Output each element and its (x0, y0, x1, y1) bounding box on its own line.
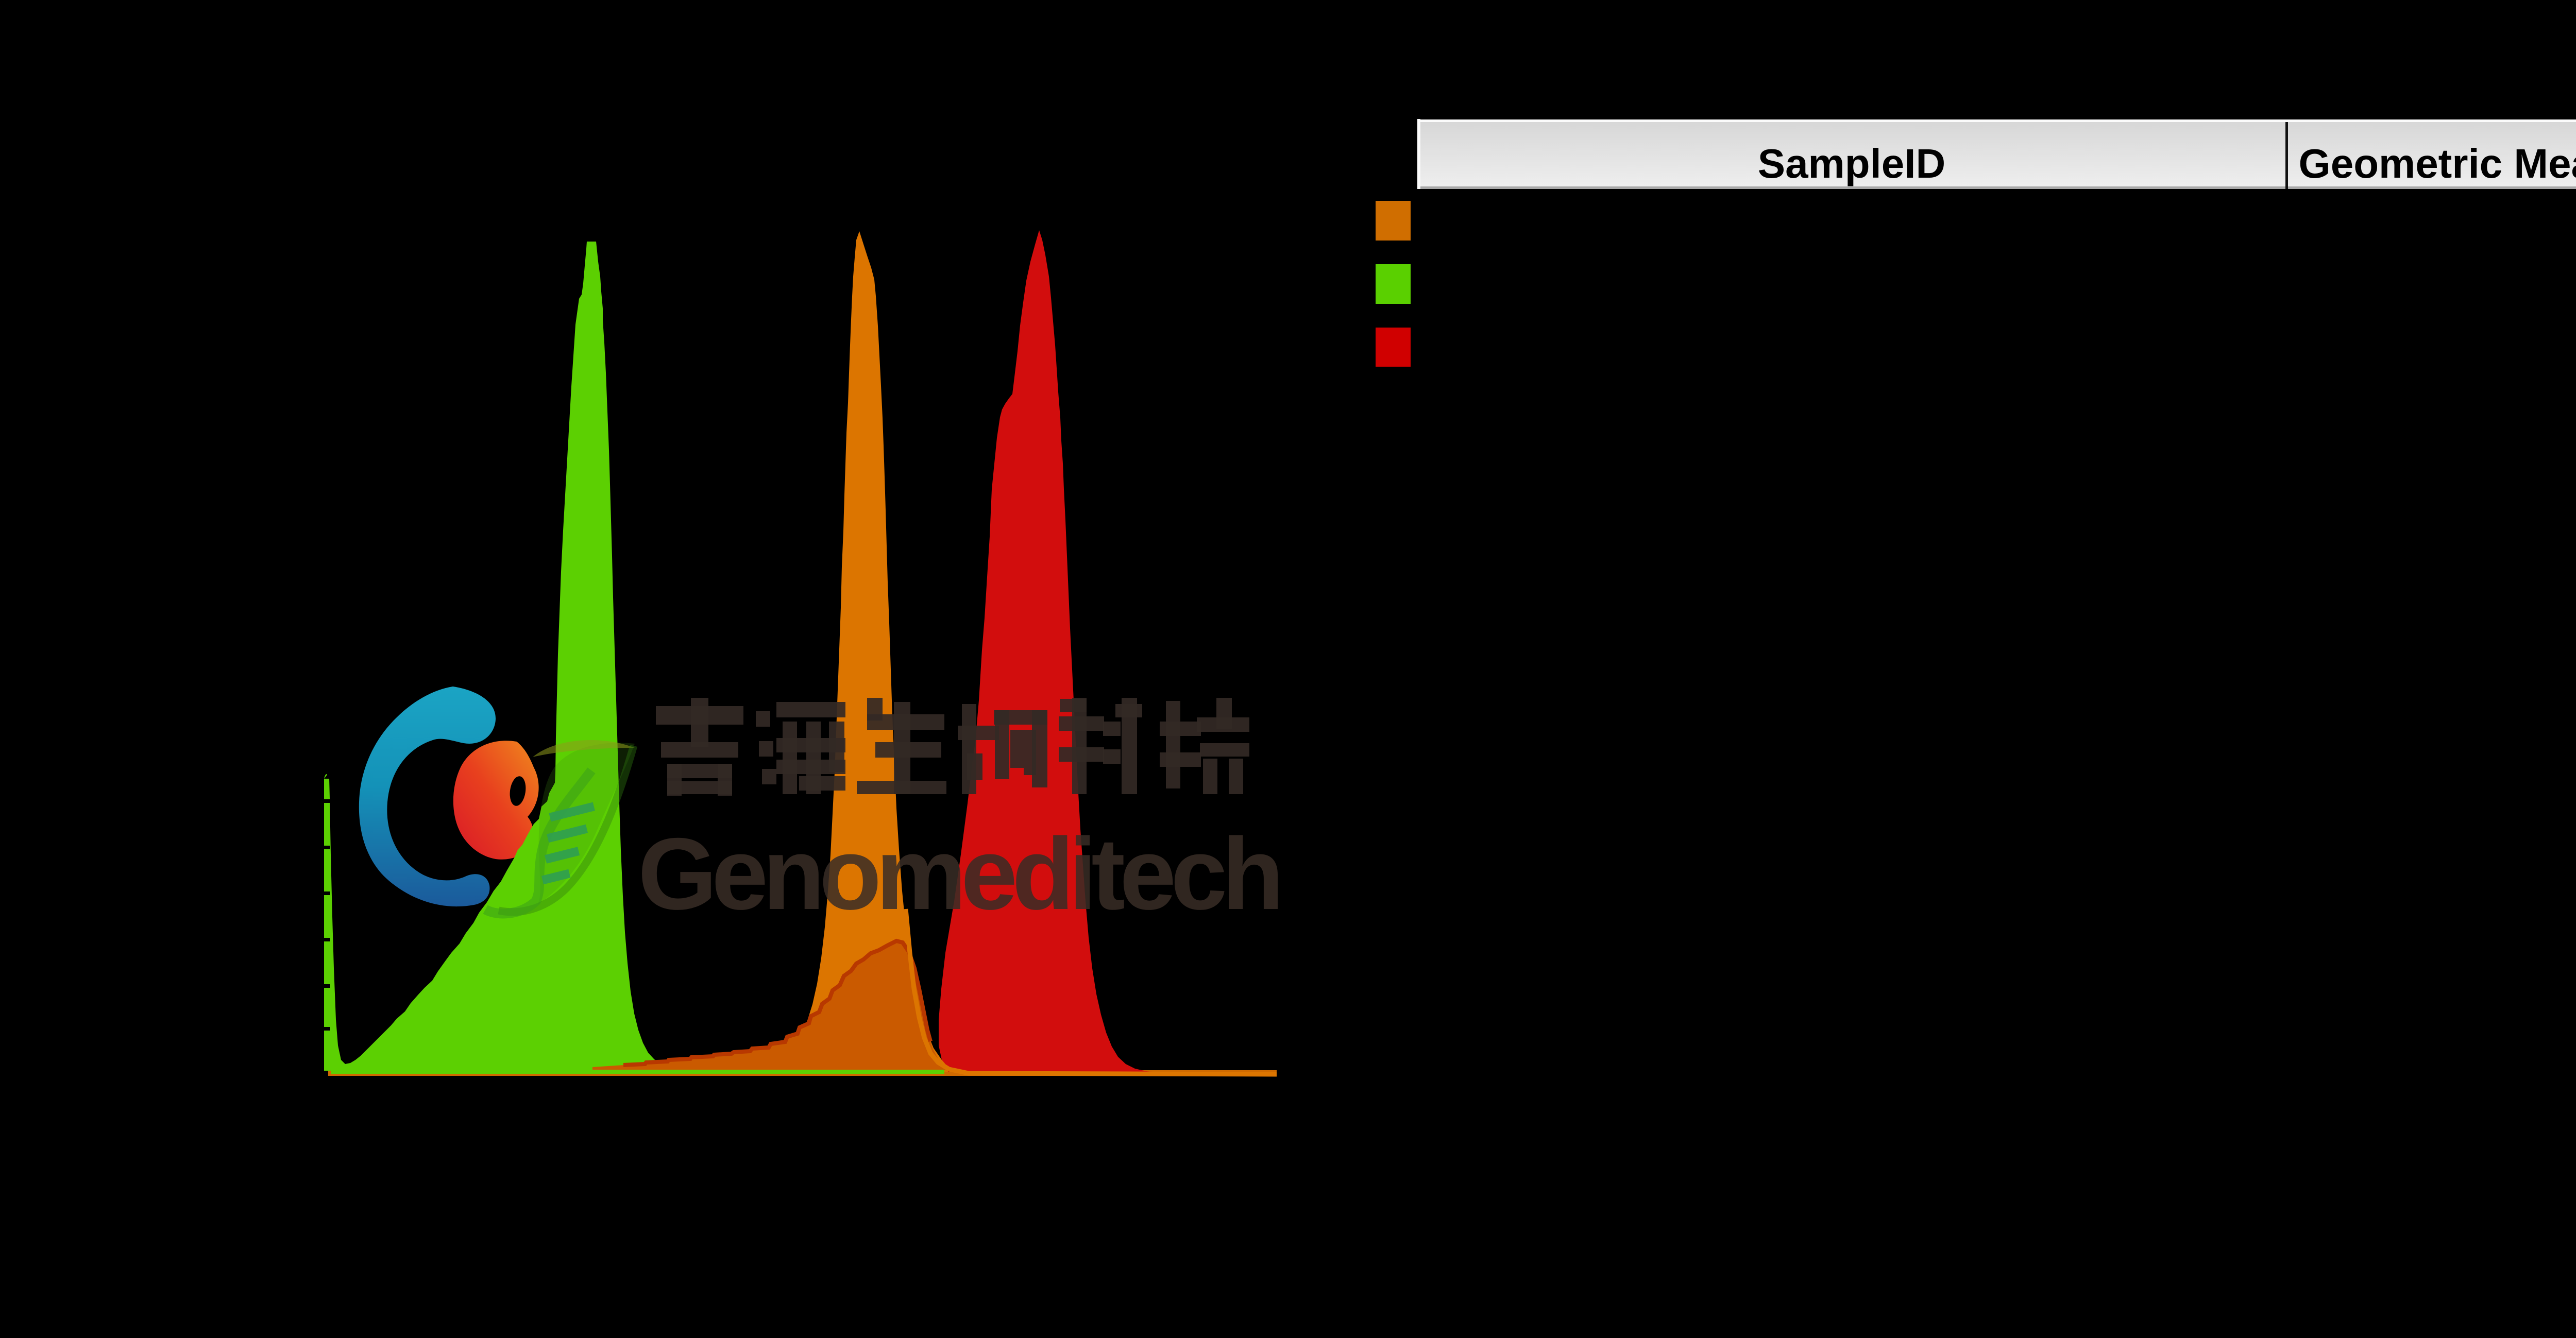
svg-text:Genomeditech: Genomeditech (638, 817, 1278, 931)
svg-text:Geometric Mean : RL1-H: Geometric Mean : RL1-H (2298, 141, 2576, 186)
svg-text:SampleID: SampleID (1758, 141, 1946, 186)
